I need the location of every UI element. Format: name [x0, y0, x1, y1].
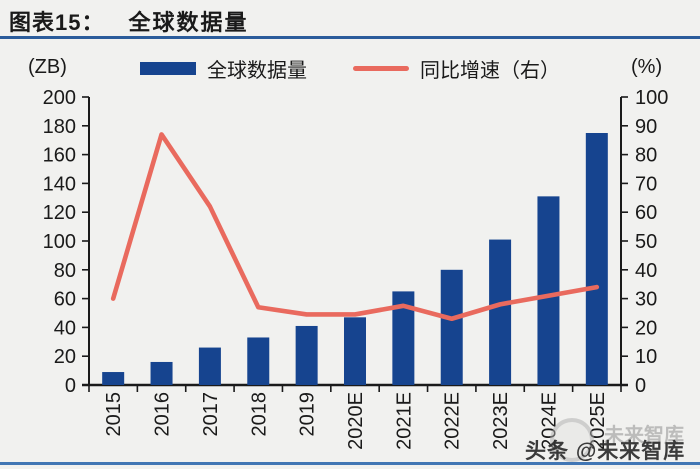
right-axis-tick-label: 0 — [635, 375, 646, 397]
bottom-divider — [0, 462, 700, 465]
bar-series-swatch-icon — [140, 62, 196, 75]
left-axis-tick-label: 200 — [43, 87, 76, 109]
right-axis-tick-label: 10 — [635, 346, 657, 368]
left-axis-tick-label: 0 — [65, 375, 76, 397]
figure-header: 图表15： 全球数据量 — [0, 5, 700, 37]
x-axis-label-2018: 2018 — [248, 392, 270, 437]
x-axis-label-2022E: 2022E — [442, 392, 464, 450]
left-axis-tick-label: 160 — [43, 145, 76, 167]
left-axis-tick-label: 100 — [43, 231, 76, 253]
line-series-swatch-icon — [353, 66, 409, 71]
title-underline — [0, 36, 700, 39]
chart-legend: 全球数据量 同比增速（右） — [0, 54, 700, 83]
bar-2016 — [150, 361, 173, 385]
bar-series-label: 全球数据量 — [207, 60, 307, 82]
bar-2020E — [344, 317, 366, 385]
x-axis-label-2020E: 2020E — [345, 392, 367, 450]
left-axis-unit-label: (ZB) — [28, 56, 67, 78]
right-axis-tick-label: 40 — [635, 260, 657, 282]
growth-line — [110, 132, 600, 322]
right-axis-tick-label: 100 — [635, 87, 668, 109]
right-axis-tick-label: 70 — [635, 173, 657, 195]
right-axis-tick-label: 90 — [635, 116, 657, 138]
right-axis-tick-label: 80 — [635, 145, 657, 167]
x-axis-label-2017: 2017 — [200, 392, 222, 437]
right-axis-unit-label: (%) — [631, 56, 663, 78]
watermark-text: 头条 @未来智库 — [525, 440, 686, 463]
bar-2015 — [102, 372, 125, 385]
right-axis-tick-label: 30 — [635, 289, 657, 311]
x-axis-label-2015: 2015 — [103, 392, 125, 437]
bar-2018 — [247, 337, 270, 385]
bar-2021E — [392, 291, 415, 385]
left-axis-tick-label: 180 — [43, 116, 76, 138]
watermark-ghost-text: 未来智库 — [604, 425, 684, 447]
line-series-label: 同比增速（右） — [420, 60, 560, 82]
legend-item-line-series: 同比增速（右） — [353, 54, 560, 83]
watermark: 未来智库 头条 @未来智库 — [520, 414, 700, 466]
left-axis-tick-label: 120 — [43, 202, 76, 224]
bar-2017 — [198, 347, 221, 385]
legend-item-bar-series: 全球数据量 — [140, 54, 307, 83]
figure-number: 图表15： — [9, 10, 105, 35]
x-axis-label-2019: 2019 — [297, 392, 319, 437]
bar-2025E — [585, 133, 608, 385]
x-axis-label-2023E: 2023E — [490, 392, 512, 450]
left-axis-tick-label: 40 — [54, 317, 76, 339]
right-axis-tick-label: 50 — [635, 231, 657, 253]
x-axis-label-2021E: 2021E — [393, 392, 415, 450]
watermark-logo-icon — [550, 418, 594, 462]
bar-2019 — [295, 325, 318, 385]
figure-title: 全球数据量 — [128, 10, 249, 35]
left-axis-tick-label: 80 — [54, 260, 76, 282]
right-axis-tick-label: 20 — [635, 317, 657, 339]
right-axis-tick-label: 60 — [635, 202, 657, 224]
bar-2022E — [440, 269, 463, 385]
left-axis-tick-label: 20 — [54, 346, 76, 368]
left-axis-tick-label: 140 — [43, 173, 76, 195]
x-axis-label-2016: 2016 — [152, 392, 174, 437]
left-axis-tick-label: 60 — [54, 289, 76, 311]
bar-2023E — [489, 239, 512, 385]
bar-2024E — [537, 196, 560, 385]
